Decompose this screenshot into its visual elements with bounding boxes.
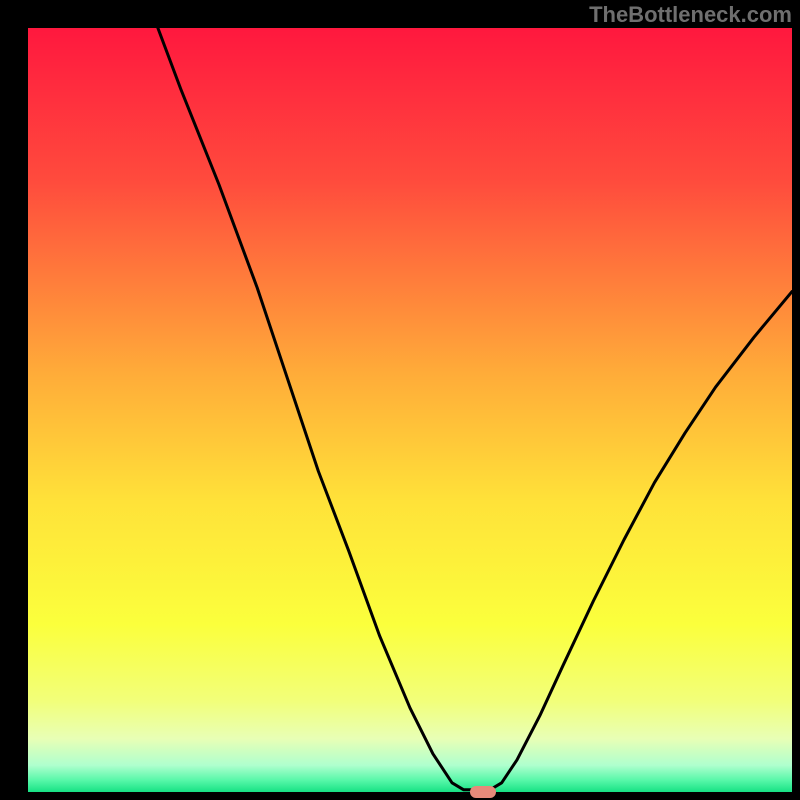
optimal-marker [470,786,496,798]
watermark-text: TheBottleneck.com [589,2,792,28]
plot-background [28,28,792,792]
bottleneck-chart [0,0,800,800]
chart-frame: TheBottleneck.com [0,0,800,800]
